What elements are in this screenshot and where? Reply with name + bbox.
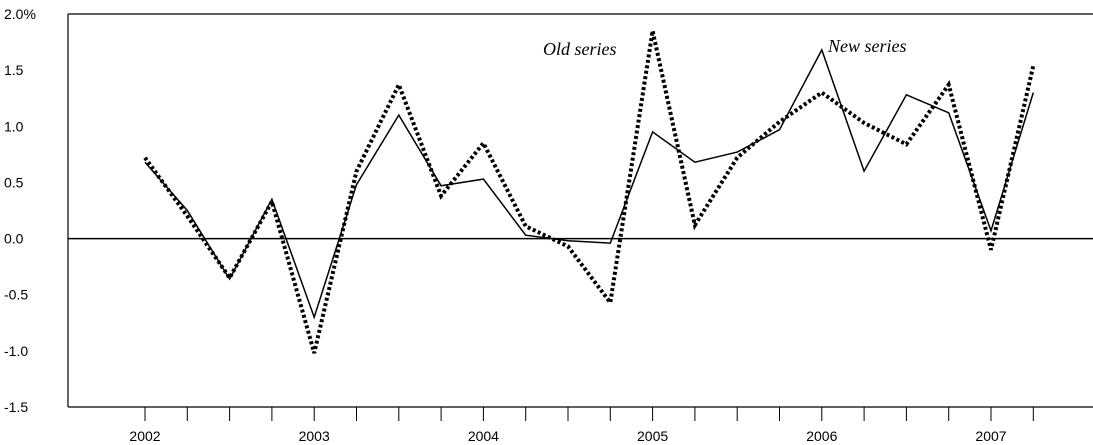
x-tick-label: 2002	[129, 428, 160, 444]
y-tick-label: 0.0	[4, 231, 24, 247]
series-lines	[143, 30, 1036, 354]
new-series-line	[144, 48, 1035, 320]
x-tick-label: 2006	[806, 428, 837, 444]
x-tick-label: 2005	[637, 428, 668, 444]
y-tick-label: 2.0%	[4, 6, 36, 22]
y-tick-label: 1.0	[4, 118, 24, 134]
y-tick-label: -1.5	[4, 399, 28, 415]
old-series-line	[143, 30, 1036, 354]
y-tick-label: -1.0	[4, 343, 28, 359]
y-tick-label: 0.5	[4, 174, 24, 190]
series-annotations: Old series New series	[543, 36, 907, 59]
y-axis: 2.0% 1.5 1.0 0.5 0.0 -0.5 -1.0 -1.5	[4, 6, 69, 415]
x-tick-label: 2003	[299, 428, 330, 444]
y-tick-label: 1.5	[4, 62, 24, 78]
x-tick-label: 2007	[975, 428, 1006, 444]
old-series-label: Old series	[543, 39, 617, 59]
y-tick-label: -0.5	[4, 287, 28, 303]
x-axis: 2002 2003 2004 2005 2006 2007	[68, 13, 1093, 444]
new-series-label: New series	[827, 36, 907, 56]
x-tick-label: 2004	[468, 428, 499, 444]
